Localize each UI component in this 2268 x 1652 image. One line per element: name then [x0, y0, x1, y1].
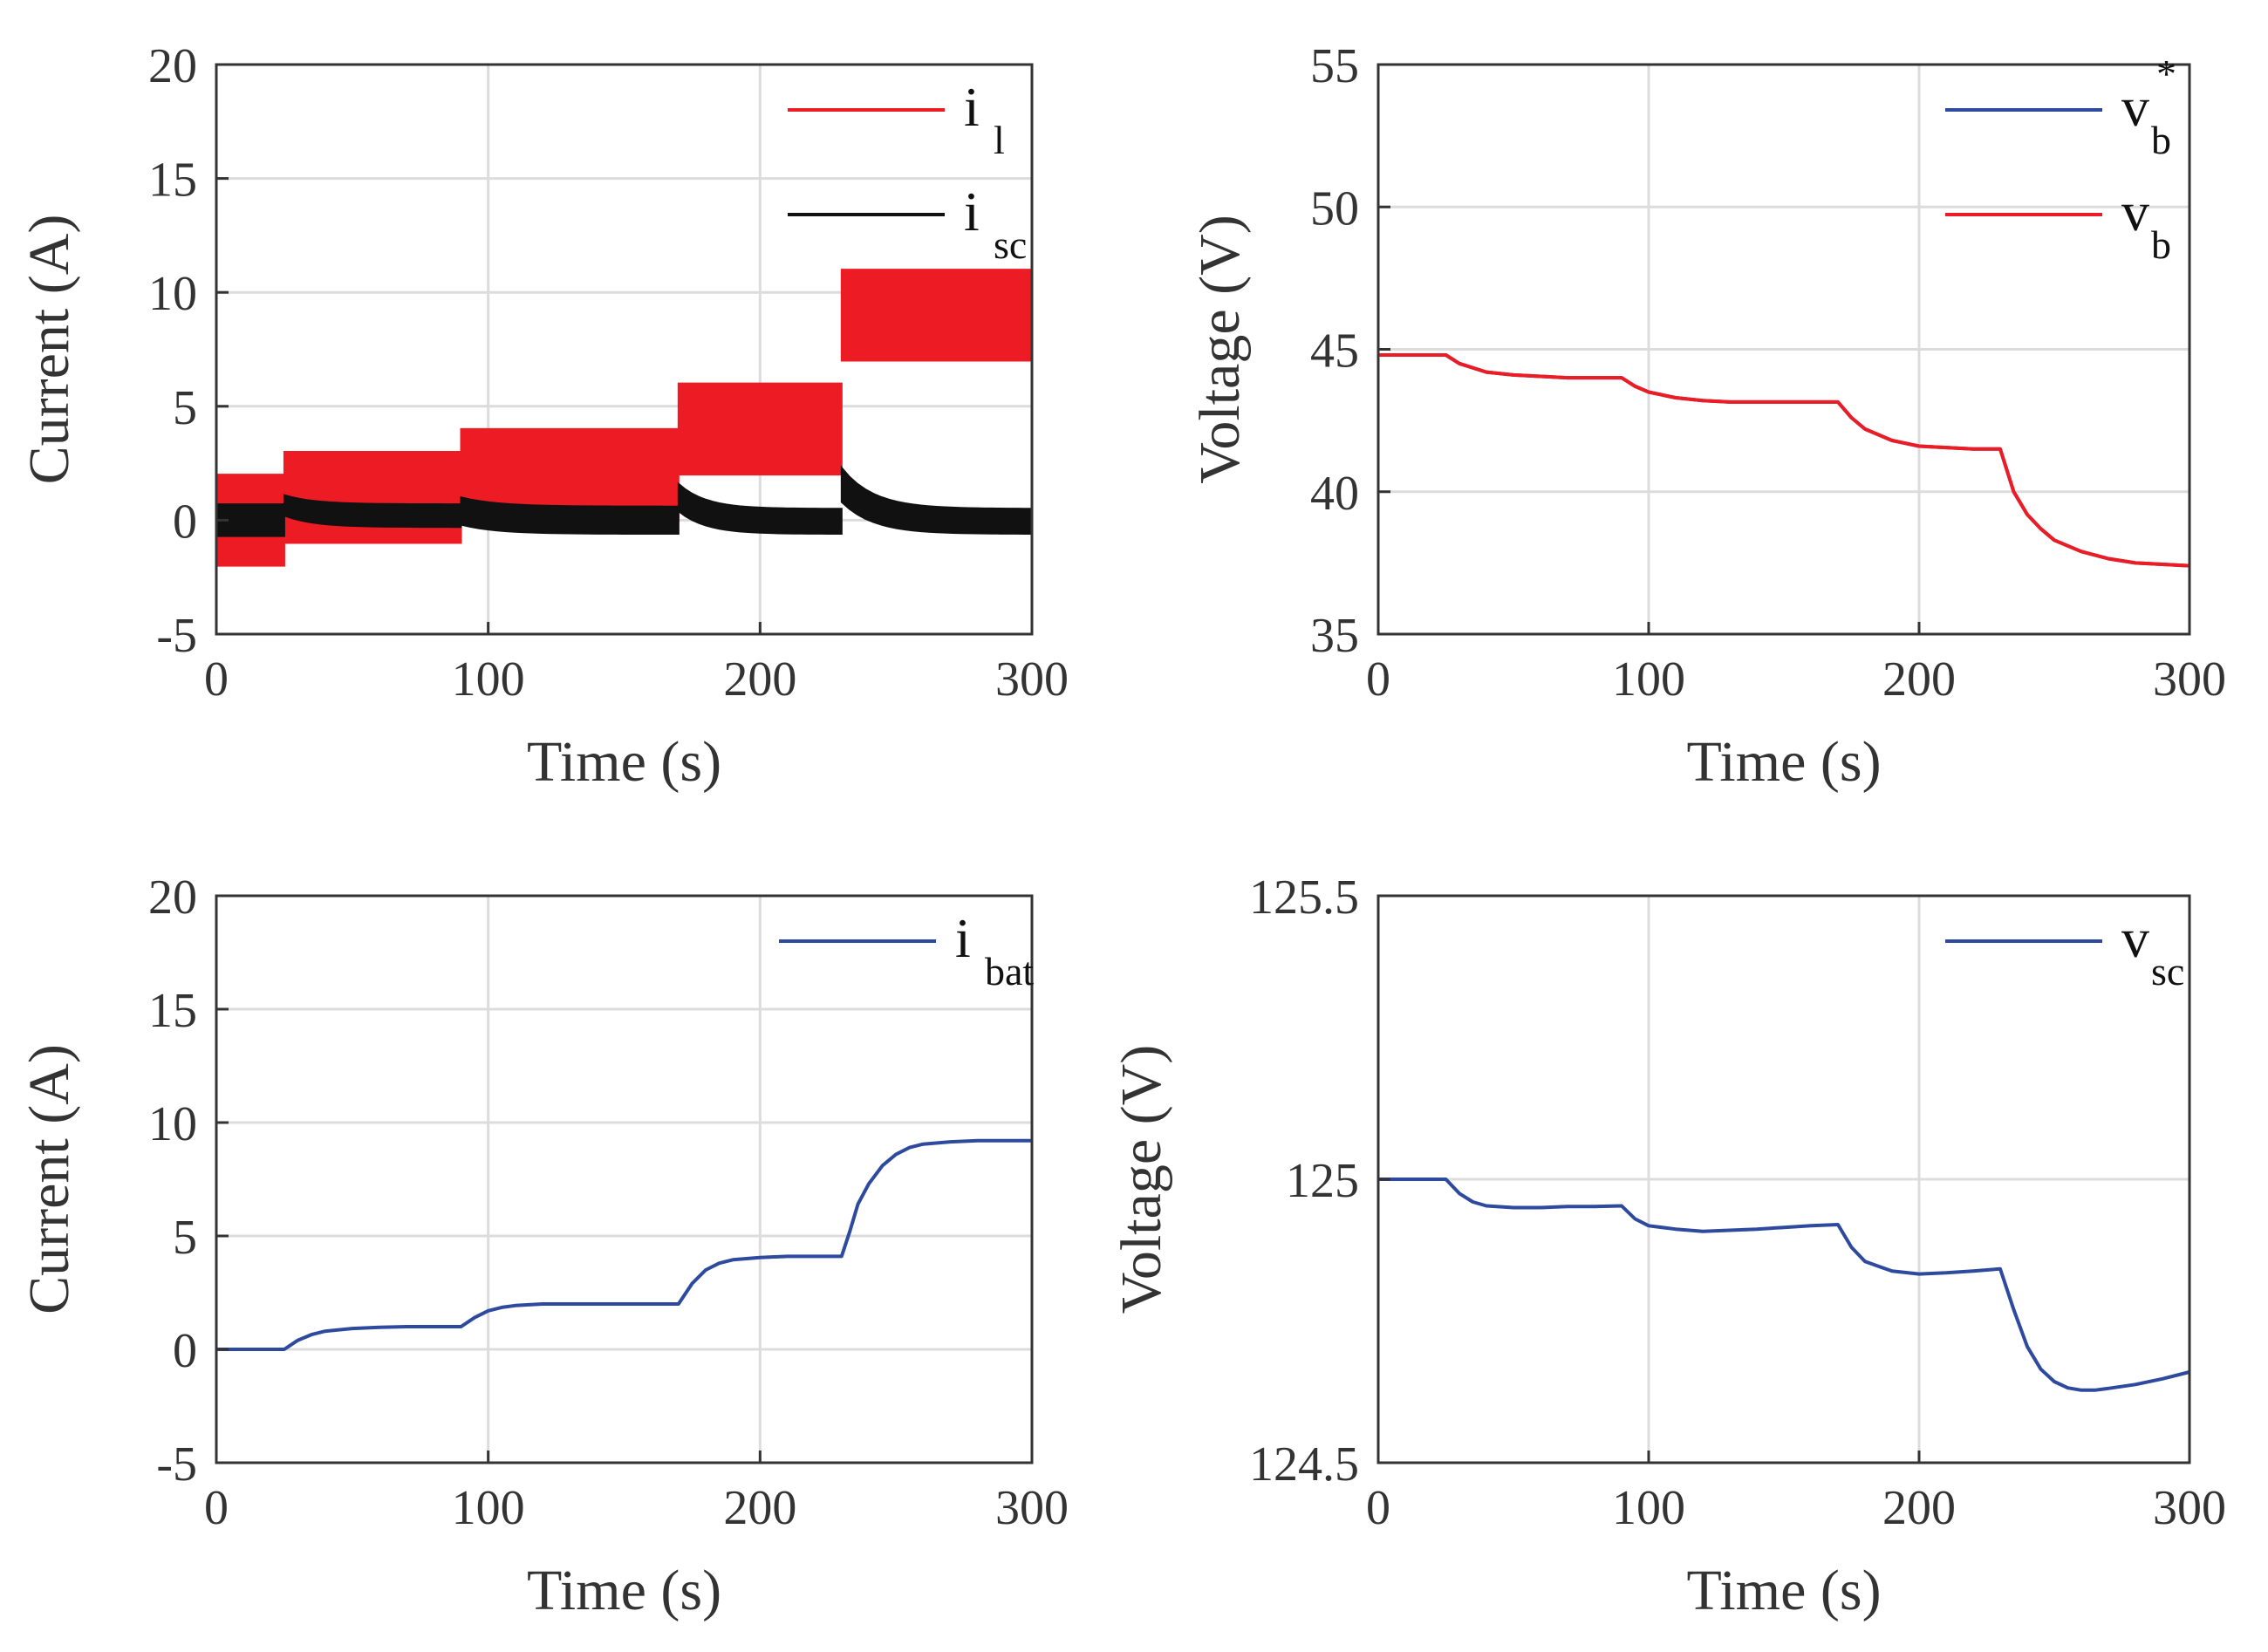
band-il-segment-1	[283, 451, 462, 544]
band-il-segment-4	[840, 269, 1033, 362]
y-tick-label: 0	[173, 1324, 197, 1378]
x-tick-label: 200	[723, 1481, 796, 1535]
legend-subscript-b: b	[2151, 118, 2171, 162]
x-tick-label: 300	[2153, 1481, 2226, 1535]
x-tick-label: 300	[995, 1481, 1069, 1535]
band-isc-segment-4	[840, 465, 1033, 535]
y-tick-label: 0	[173, 495, 197, 549]
y-axis-label: Voltage (V)	[1110, 1045, 1173, 1314]
x-tick-label: 0	[204, 1481, 229, 1535]
x-tick-label: 200	[1882, 1481, 1956, 1535]
y-tick-label: -5	[156, 609, 197, 663]
x-tick-label: 300	[995, 652, 1069, 707]
y-tick-label: 45	[1310, 324, 1359, 379]
y-tick-label: 5	[173, 1211, 197, 1265]
legend-subscript-sc: sc	[2151, 949, 2184, 993]
y-tick-label: 125.5	[1249, 870, 1359, 925]
x-tick-label: 0	[204, 652, 229, 707]
legend-subscript-bat: bat	[985, 949, 1034, 993]
plot-frame	[215, 63, 1034, 636]
y-tick-label: 5	[173, 381, 197, 435]
chart-panel-top-right: 0 100 200 300 35 40 45 50 55 Time (s) Voltage (V) v…	[1188, 39, 2226, 794]
y-axis-label: Voltage (V)	[1188, 215, 1252, 484]
legend-superscript: *	[2156, 51, 2176, 96]
x-tick-label: 300	[2153, 652, 2226, 707]
band-isc-segment-3	[677, 481, 843, 536]
band-isc-segment-2	[460, 496, 680, 536]
y-tick-label: 35	[1310, 609, 1359, 663]
y-tick-label: 20	[148, 870, 197, 925]
band-il-segment-3	[677, 382, 843, 476]
chart-panel-bottom-right: 0 100 200 300 124.5 125 125.5 Time (s) Voltage (…	[1110, 870, 2226, 1622]
legend-label-vb: v	[2121, 76, 2149, 138]
x-tick-label: 200	[1882, 652, 1956, 707]
legend-label-ibat: i	[955, 907, 971, 969]
legend-label-vb: v	[2121, 181, 2149, 242]
band-isc-segment-1	[283, 494, 462, 529]
legend-label-vsc: v	[2121, 907, 2149, 969]
legend-subscript-b: b	[2151, 222, 2171, 267]
x-axis-label: Time (s)	[1686, 1559, 1881, 1622]
series-line-vb-ref	[1378, 353, 2190, 568]
band-isc-segment-0	[215, 503, 285, 537]
legend-label-il: i	[964, 76, 980, 138]
x-axis-label: Time (s)	[527, 730, 721, 794]
x-axis-label: Time (s)	[1686, 730, 1881, 794]
series-line-vb	[1378, 353, 2190, 568]
y-tick-label: 124.5	[1249, 1437, 1359, 1492]
x-tick-label: 100	[1612, 652, 1685, 707]
x-tick-label: 100	[1612, 1481, 1685, 1535]
x-tick-label: 0	[1366, 1481, 1390, 1535]
legend-subscript-l: l	[994, 118, 1005, 162]
y-tick-label: 15	[148, 154, 197, 208]
y-axis-label: Current (A)	[17, 215, 81, 485]
y-tick-label: 55	[1310, 39, 1359, 93]
y-tick-label: 10	[148, 1097, 197, 1151]
x-tick-label: 200	[723, 652, 796, 707]
legend-label-isc: i	[964, 181, 980, 242]
x-tick-label: 100	[452, 1481, 525, 1535]
x-tick-label: 0	[1366, 652, 1390, 707]
y-tick-label: 10	[148, 267, 197, 321]
x-axis-label: Time (s)	[527, 1559, 721, 1622]
legend-subscript-sc: sc	[994, 222, 1027, 267]
x-tick-label: 100	[452, 652, 525, 707]
y-axis-label: Current (A)	[17, 1044, 81, 1314]
y-tick-label: 15	[148, 984, 197, 1038]
y-tick-label: 50	[1310, 181, 1359, 236]
series-line-ibat	[216, 1138, 1032, 1351]
series-line-vsc	[1378, 1178, 2190, 1392]
plot-frame	[215, 894, 1034, 1464]
y-tick-label: 40	[1310, 467, 1359, 521]
y-tick-label: -5	[156, 1437, 197, 1492]
y-tick-label: 20	[148, 39, 197, 93]
y-tick-label: 125	[1286, 1154, 1359, 1208]
